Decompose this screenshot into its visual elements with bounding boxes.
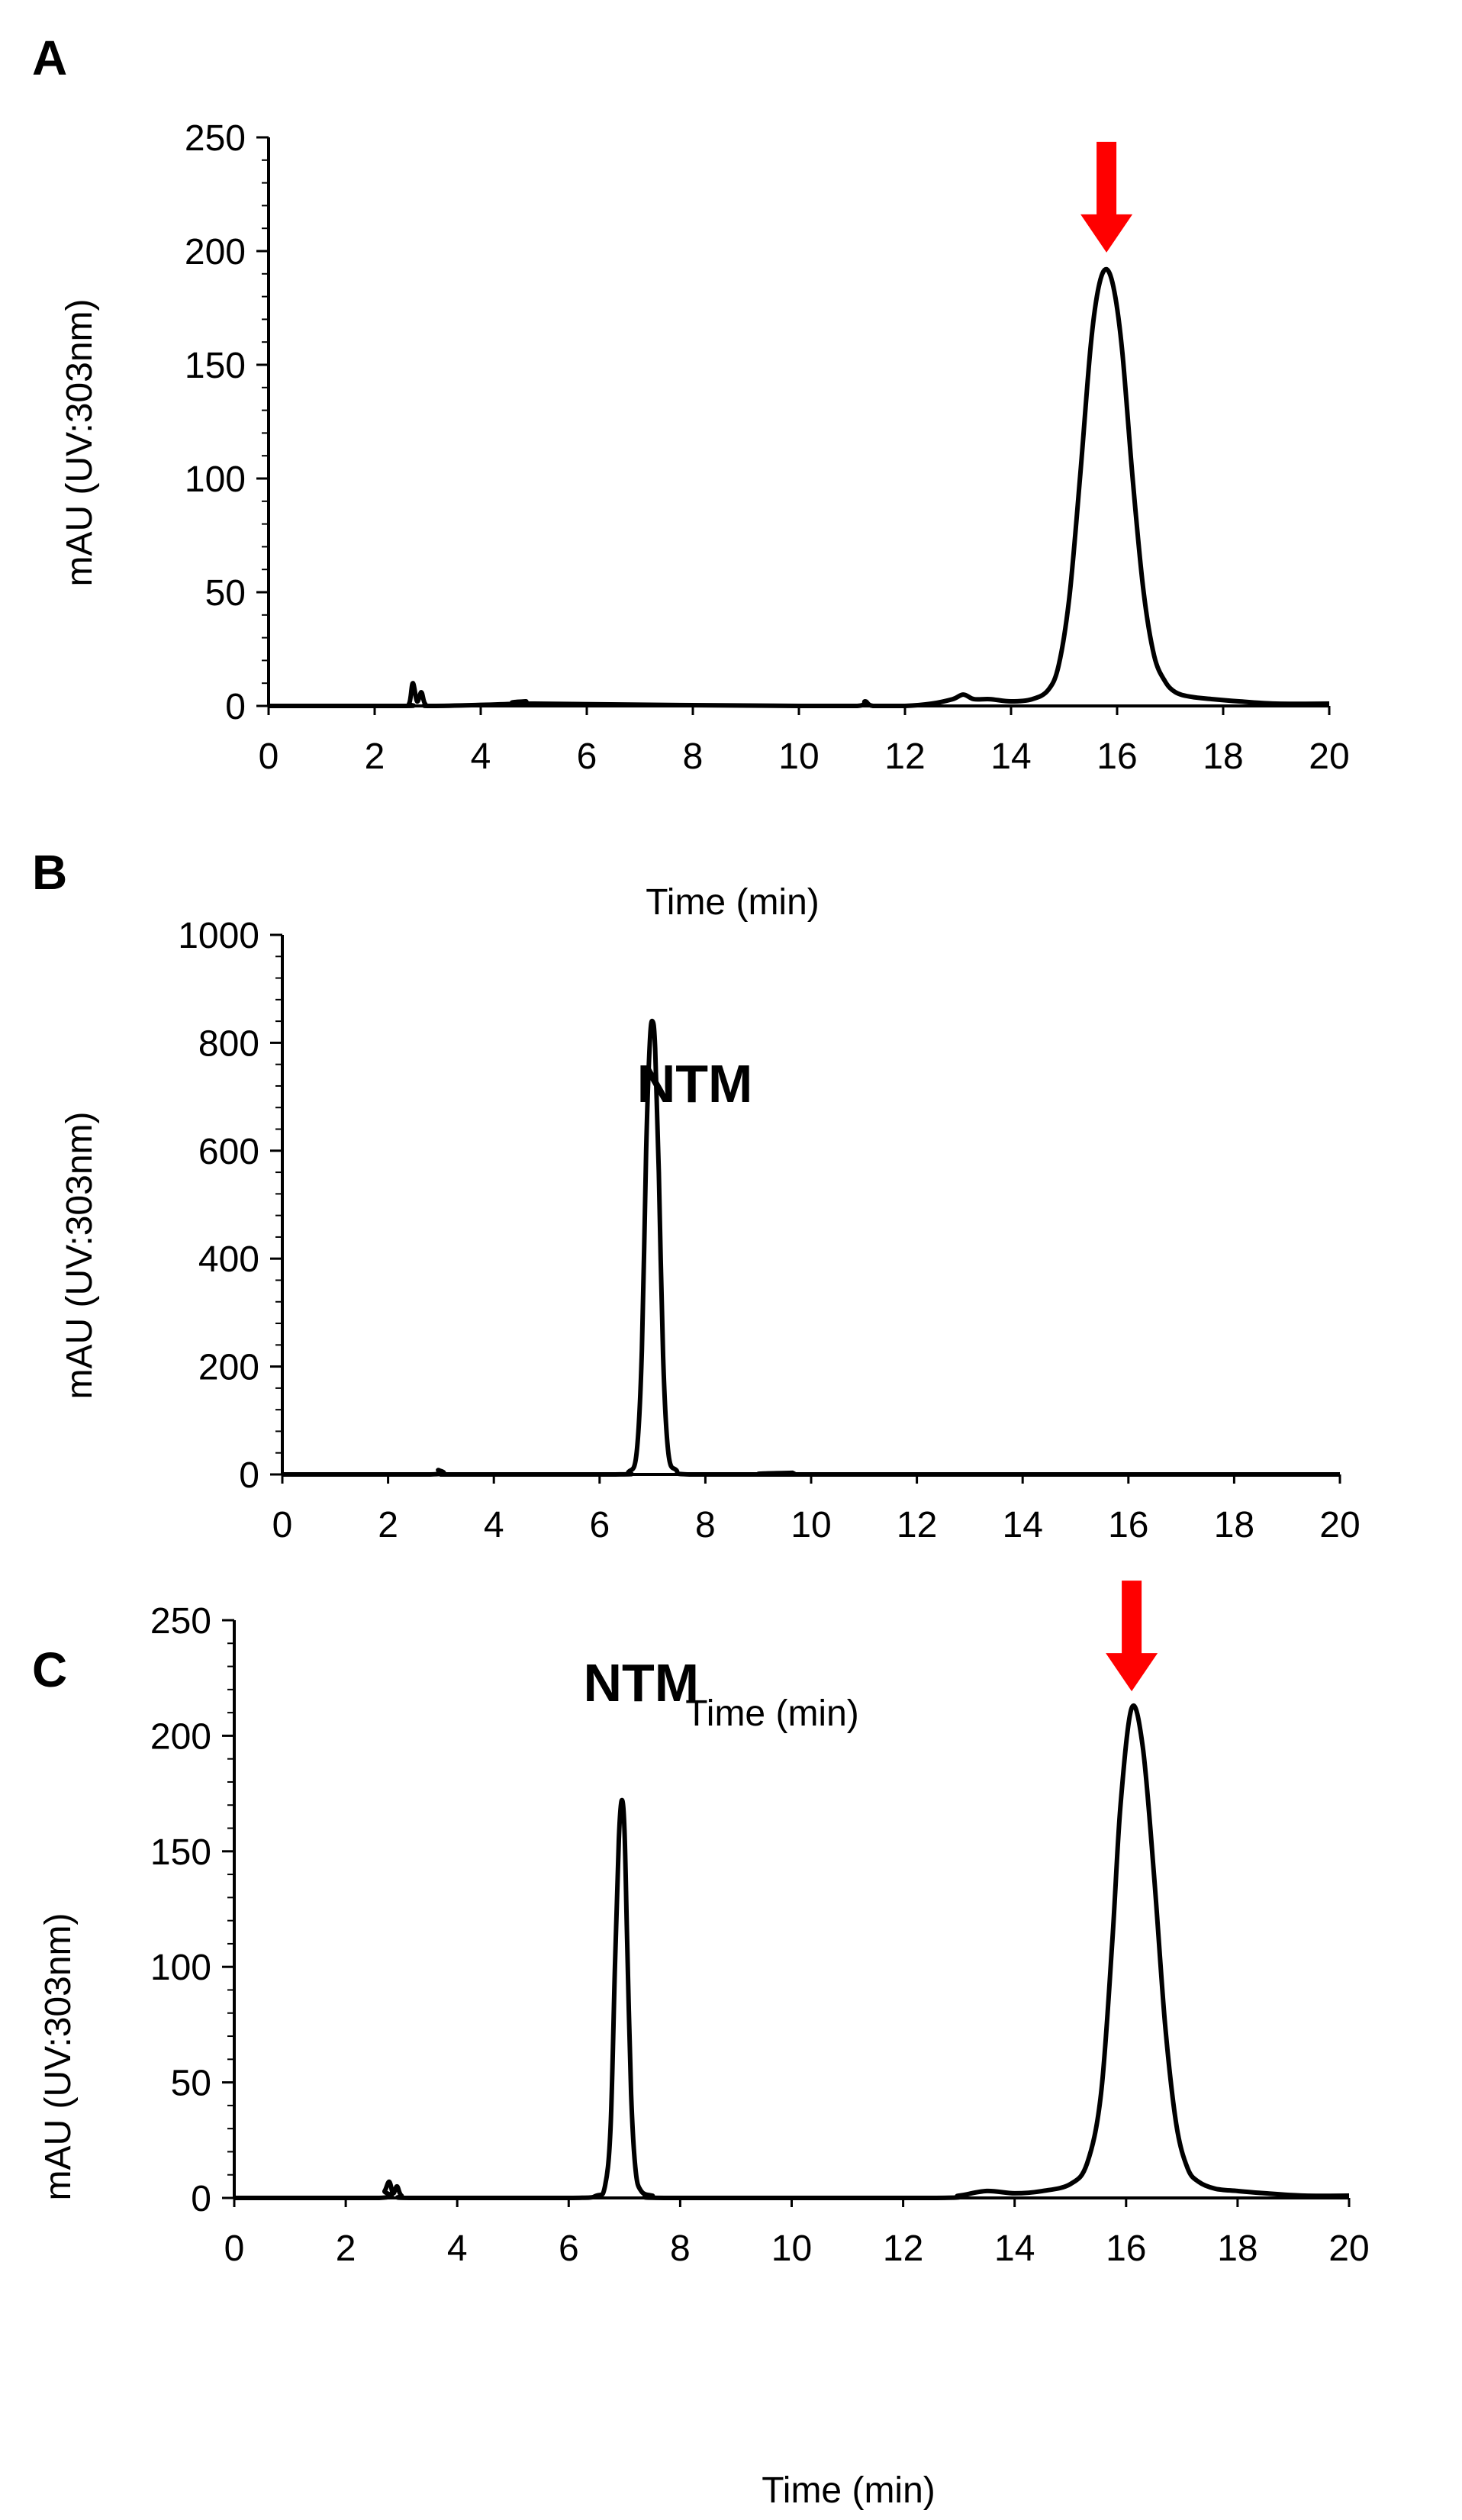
panel-b-x-tick-label: 14 — [1003, 1505, 1043, 1545]
panel-b-x-tick-label: 2 — [378, 1505, 398, 1545]
panel-a-x-tick-label: 12 — [884, 736, 925, 777]
panel-a-y-tick-label: 150 — [185, 346, 246, 386]
panel-c: C mAU (UV:303nm) Time (min) 0 2 4 6 8 10 12 14 1… — [32, 1581, 1370, 2511]
panel-c-y-tick-labels: 0 50 100 150 200 250 — [150, 1601, 211, 2219]
panel-b-x-tick-label: 18 — [1214, 1505, 1254, 1545]
panel-c-y-tick-label: 50 — [171, 2064, 211, 2104]
panel-c-y-tick-label: 250 — [150, 1601, 211, 1642]
panel-a-y-tick-label: 50 — [205, 573, 246, 614]
panel-c-x-tick-label: 18 — [1217, 2228, 1258, 2269]
panel-a-x-axis-label: Time (min) — [646, 882, 820, 923]
panel-c-sample-trace — [234, 1703, 1350, 2201]
panel-a-y-tick-labels: 0 50 100 150 200 250 — [185, 118, 246, 727]
panel-a-x-tick-labels: 0 2 4 6 8 10 12 14 16 18 20 — [259, 736, 1350, 777]
panel-b-x-tick-labels: 0 2 4 6 8 10 12 14 16 18 20 — [272, 1505, 1361, 1545]
panel-b-y-axis-label: mAU (UV:303nm) — [60, 1112, 100, 1400]
panel-c-x-tick-label: 20 — [1328, 2228, 1369, 2269]
panel-b-ntm-trace — [282, 1018, 1340, 1478]
panel-b-y-tick-label: 400 — [198, 1239, 259, 1280]
panel-b-x-tick-label: 6 — [589, 1505, 610, 1545]
panel-b-y-tick-label: 1000 — [178, 916, 259, 956]
panel-b-x-tick-label: 12 — [897, 1505, 937, 1545]
panel-c-x-tick-label: 2 — [336, 2228, 356, 2269]
panel-c-x-tick-labels: 0 2 4 6 8 10 12 14 16 18 20 — [224, 2228, 1370, 2269]
panel-c-y-tick-label: 0 — [191, 2179, 211, 2219]
panel-b-y-tick-label: 0 — [239, 1455, 259, 1496]
panel-c-x-tick-label: 4 — [447, 2228, 468, 2269]
panel-a-x-tick-label: 14 — [990, 736, 1031, 777]
panel-c-label: C — [32, 1642, 67, 1697]
panel-b-x-tick-label: 0 — [272, 1505, 293, 1545]
panel-b-x-tick-label: 20 — [1319, 1505, 1360, 1545]
panel-b-y-tick-label: 800 — [198, 1023, 259, 1064]
panel-c-x-tick-label: 6 — [559, 2228, 579, 2269]
panel-a-axes — [256, 136, 1331, 715]
panel-b-x-tick-label: 4 — [484, 1505, 504, 1545]
panel-a-y-tick-label: 100 — [185, 459, 246, 500]
panel-c-x-tick-label: 12 — [883, 2228, 923, 2269]
panel-b-x-tick-label: 10 — [791, 1505, 831, 1545]
panel-a-y-tick-label: 0 — [225, 687, 246, 727]
panel-a-x-tick-label: 8 — [683, 736, 704, 777]
panel-a-sample-trace — [268, 266, 1330, 709]
panel-a: A mAU (UV:303nm) Time (min) 0 2 4 6 8 10 12 14 1… — [32, 31, 1350, 923]
panel-a-label: A — [32, 31, 67, 85]
panel-c-x-tick-label: 8 — [670, 2228, 691, 2269]
panel-a-x-tick-label: 0 — [259, 736, 279, 777]
panel-b-ntm-label: NTM — [637, 1054, 753, 1113]
panel-c-x-axis-label: Time (min) — [762, 2470, 935, 2511]
panel-a-x-tick-label: 20 — [1309, 736, 1349, 777]
panel-b-y-tick-labels: 0 200 400 600 800 1000 — [178, 916, 259, 1496]
panel-b-label: B — [32, 845, 67, 900]
panel-c-x-tick-label: 0 — [224, 2228, 245, 2269]
panel-c-x-tick-label: 10 — [771, 2228, 812, 2269]
panel-c-x-tick-label: 16 — [1106, 2228, 1146, 2269]
panel-a-x-tick-label: 6 — [577, 736, 597, 777]
panel-b-y-tick-label: 600 — [198, 1132, 259, 1172]
panel-c-y-axis-label: mAU (UV:303nm) — [38, 1913, 79, 2201]
panel-b-x-axis-label: Time (min) — [685, 1693, 859, 1734]
panel-a-x-tick-label: 10 — [778, 736, 819, 777]
panel-a-y-axis-label: mAU (UV:303nm) — [60, 299, 100, 587]
panel-c-x-tick-label: 14 — [994, 2228, 1035, 2269]
panel-c-y-tick-label: 200 — [150, 1716, 211, 1757]
panel-a-x-tick-label: 2 — [365, 736, 385, 777]
panel-a-y-tick-label: 200 — [185, 232, 246, 272]
panel-c-ntm-label: NTM — [583, 1653, 699, 1713]
panel-a-peak-arrow-icon — [1080, 141, 1133, 253]
panel-b: B mAU (UV:303nm) Time (min) 0 2 4 6 8 10 12 14 1… — [32, 845, 1361, 1734]
panel-b-x-tick-label: 16 — [1108, 1505, 1148, 1545]
panel-a-x-tick-label: 18 — [1203, 736, 1243, 777]
panel-b-x-tick-label: 8 — [695, 1505, 716, 1545]
panel-a-y-tick-label: 250 — [185, 118, 246, 159]
panel-b-axes — [270, 933, 1341, 1484]
panel-c-peak-arrow-icon — [1106, 1581, 1158, 1692]
panel-c-y-tick-label: 150 — [150, 1832, 211, 1873]
panel-c-y-tick-label: 100 — [150, 1948, 211, 1988]
panel-a-x-tick-label: 16 — [1096, 736, 1137, 777]
panel-b-y-tick-label: 200 — [198, 1348, 259, 1388]
panel-a-x-tick-label: 4 — [471, 736, 491, 777]
